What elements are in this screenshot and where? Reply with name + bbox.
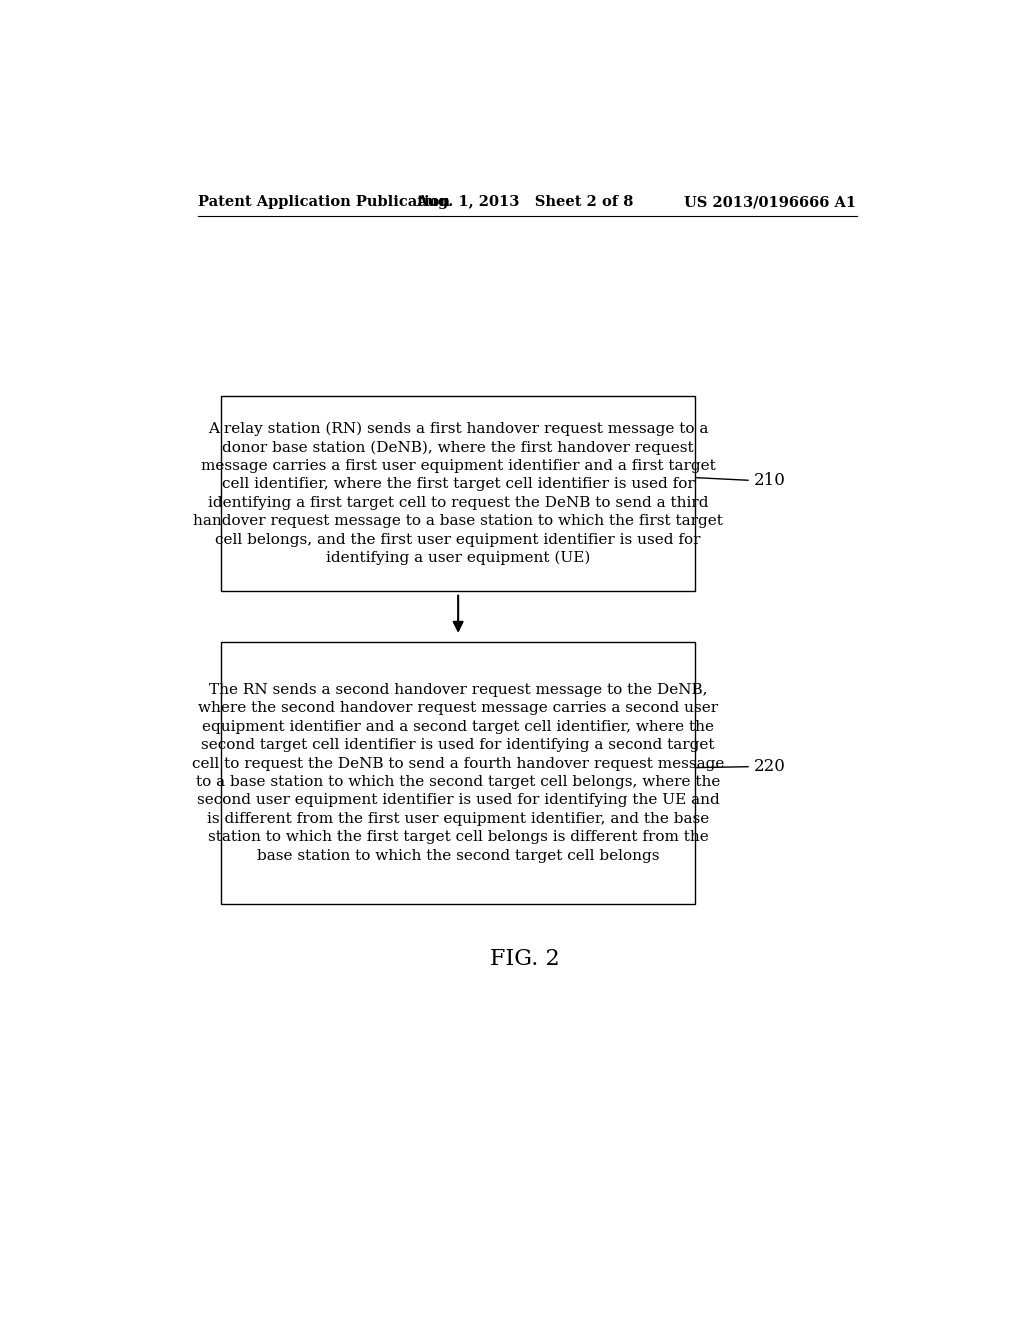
Text: US 2013/0196666 A1: US 2013/0196666 A1: [684, 195, 856, 210]
Text: 210: 210: [755, 471, 786, 488]
Text: The RN sends a second handover request message to the DeNB,
where the second han: The RN sends a second handover request m…: [191, 682, 724, 863]
Text: Patent Application Publication: Patent Application Publication: [198, 195, 450, 210]
Text: FIG. 2: FIG. 2: [490, 948, 559, 970]
Bar: [221, 642, 695, 904]
Text: Aug. 1, 2013   Sheet 2 of 8: Aug. 1, 2013 Sheet 2 of 8: [416, 195, 634, 210]
Bar: [221, 396, 695, 591]
Text: A relay station (RN) sends a first handover request message to a
donor base stat: A relay station (RN) sends a first hando…: [194, 421, 723, 565]
Text: 220: 220: [755, 758, 786, 775]
